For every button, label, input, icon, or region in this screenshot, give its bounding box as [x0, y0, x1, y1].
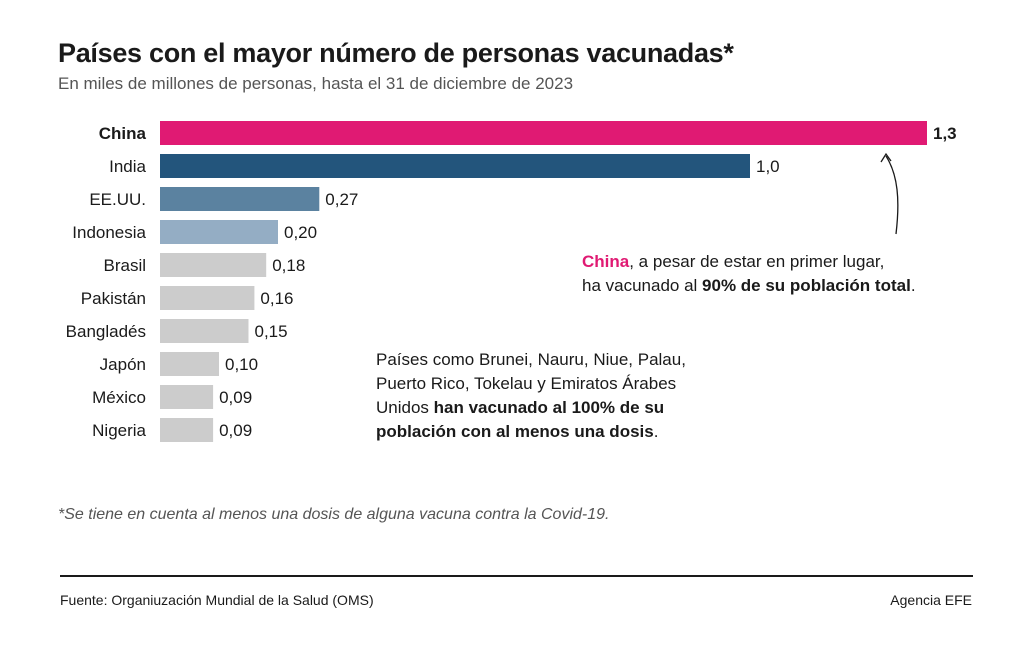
footnote: *Se tiene en cuenta al menos una dosis d… — [58, 506, 610, 523]
bar-brasil — [160, 253, 267, 277]
china-annotation-end: . — [910, 276, 916, 295]
annotation-arrow — [880, 152, 899, 235]
full-annotation-line1: Países como Brunei, Nauru, Niue, Palau, — [376, 350, 686, 369]
full-annotation-line2: Puerto Rico, Tokelau y Emiratos Árabes — [376, 374, 677, 393]
value-label-indonesia: 0,20 — [284, 223, 317, 242]
value-label-nigeria: 0,09 — [219, 421, 252, 440]
bar-nigeria — [160, 418, 214, 442]
value-label-japon: 0,10 — [225, 355, 258, 374]
full-annotation-line3-bold: han vacunado al 100% de su — [433, 398, 665, 417]
arrow-head — [880, 152, 892, 163]
category-label-nigeria: Nigeria — [92, 421, 146, 440]
bar-japon — [160, 352, 219, 376]
footer-divider — [60, 575, 973, 577]
china-annotation-country: China — [582, 252, 630, 271]
value-label-banglades: 0,15 — [255, 322, 288, 341]
category-label-china: China — [99, 124, 147, 143]
agency-credit: Agencia EFE — [890, 592, 972, 608]
value-label-pakistan: 0,16 — [260, 289, 293, 308]
bar-india — [160, 154, 750, 178]
chart-subtitle: En miles de millones de personas, hasta … — [58, 74, 574, 93]
category-label-indonesia: Indonesia — [72, 223, 146, 242]
category-label-brasil: Brasil — [103, 256, 146, 275]
category-label-banglades: Bangladés — [66, 322, 146, 341]
bar-ee-uu — [160, 187, 320, 211]
value-label-india: 1,0 — [756, 157, 780, 176]
china-annotation: China, a pesar de estar en primer lugar,… — [582, 250, 916, 298]
full-vaccination-annotation: Países como Brunei, Nauru, Niue, Palau, … — [376, 348, 686, 444]
category-label-india: India — [109, 157, 146, 176]
value-label-brasil: 0,18 — [272, 256, 305, 275]
bar-pakistan — [160, 286, 255, 310]
bar-banglades — [160, 319, 249, 343]
china-annotation-text2: ha vacunado al — [582, 276, 703, 295]
chart-title: Países con el mayor número de personas v… — [58, 38, 734, 68]
full-annotation-line4-end: . — [653, 422, 659, 441]
full-annotation-line3-plain: Unidos — [376, 398, 434, 417]
category-label-ee-uu: EE.UU. — [89, 190, 146, 209]
china-annotation-bold: 90% de su población total — [702, 276, 911, 295]
value-label-ee-uu: 0,27 — [325, 190, 358, 209]
category-label-japon: Japón — [100, 355, 146, 374]
value-label-mexico: 0,09 — [219, 388, 252, 407]
arrow-line — [885, 155, 899, 235]
full-annotation-line4-bold: población con al menos una dosis — [376, 422, 654, 441]
category-label-mexico: México — [92, 388, 146, 407]
source-credit: Fuente: Organiuzación Mundial de la Salu… — [60, 592, 374, 608]
bar-chart: China 1,3 India 1,0 EE.UU. 0,27 Indonesia 0,20 B… — [66, 121, 957, 442]
bar-mexico — [160, 385, 214, 409]
bar-indonesia — [160, 220, 278, 244]
category-label-pakistan: Pakistán — [81, 289, 146, 308]
value-label-china: 1,3 — [933, 124, 957, 143]
bar-china — [160, 121, 927, 145]
china-annotation-text1: , a pesar de estar en primer lugar, — [629, 252, 885, 271]
